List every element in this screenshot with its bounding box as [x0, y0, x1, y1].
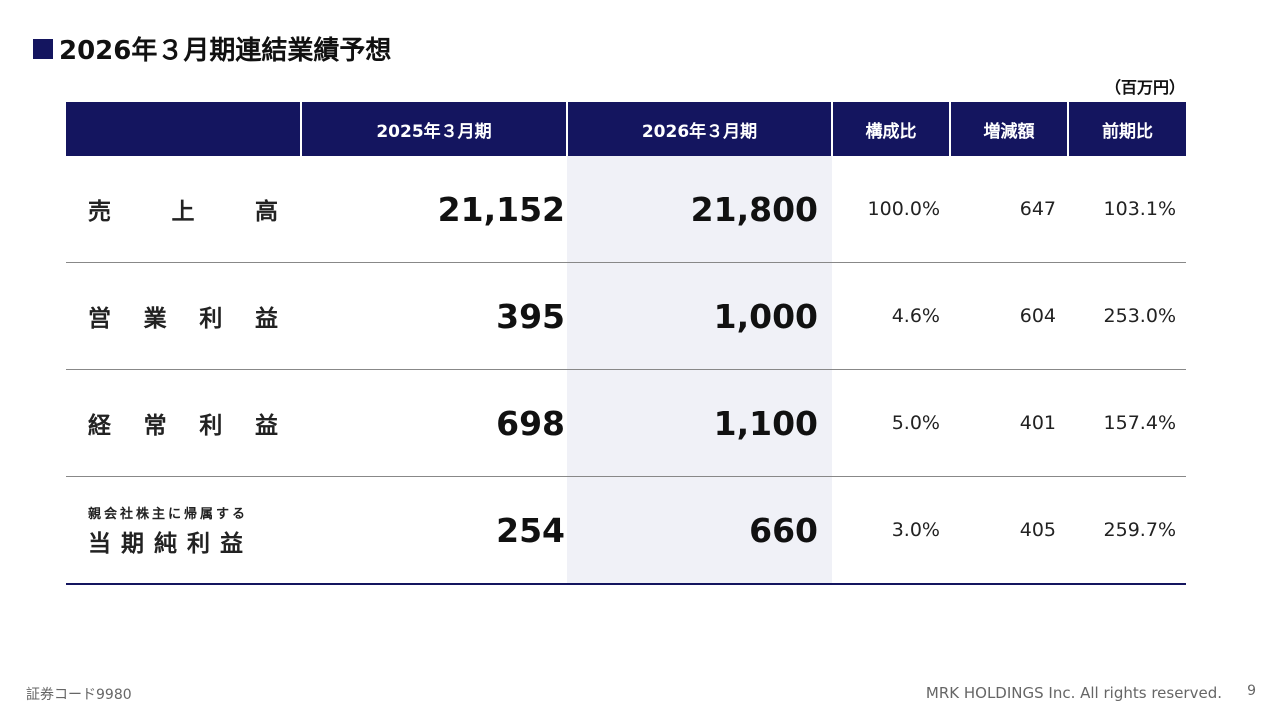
forecast-table: 2025年３月期 2026年３月期 構成比 増減額 前期比 売 上 高 21,1…: [66, 102, 1186, 585]
row-label-sub: 親会社株主に帰属する: [88, 506, 249, 522]
table-row-sales: 売 上 高 21,152 21,800 100.0% 647 103.1%: [66, 156, 1186, 263]
curr-value: 1,100: [567, 369, 832, 477]
unit-label: （百万円）: [1104, 78, 1185, 97]
row-label-sales: 売 上 高: [66, 156, 301, 263]
yoy-value: 259.7%: [1068, 476, 1186, 585]
row-label-main: 当期純利益: [88, 530, 253, 557]
ratio-value: 4.6%: [832, 262, 950, 370]
label-char: 益: [254, 306, 278, 332]
table-row-operating-income: 営 業 利 益 395 1,000 4.6% 604 253.0%: [66, 262, 1186, 370]
label-char: 利: [199, 413, 223, 439]
prev-value: 395: [301, 262, 567, 370]
yoy-value: 157.4%: [1068, 369, 1186, 477]
label-char: 経: [88, 413, 111, 439]
curr-value: 21,800: [567, 156, 832, 263]
label-char: 営: [88, 306, 111, 332]
row-label-net-income: 親会社株主に帰属する 当期純利益: [66, 476, 301, 585]
prev-value: 698: [301, 369, 567, 477]
diff-value: 401: [950, 369, 1068, 477]
diff-value: 604: [950, 262, 1068, 370]
label-char: 利: [199, 306, 223, 332]
header-cell-curr-year: 2026年３月期: [566, 102, 832, 156]
header-cell-blank: [66, 102, 301, 156]
label-char: 売: [88, 199, 111, 225]
label-char: 業: [143, 306, 167, 332]
securities-code: 証券コード9980: [26, 687, 132, 703]
label-char: 益: [254, 413, 278, 439]
page-title-text: 2026年３月期連結業績予想: [59, 36, 392, 66]
header-cell-yoy: 前期比: [1067, 102, 1186, 156]
copyright-text: MRK HOLDINGS Inc. All rights reserved.: [925, 684, 1222, 702]
diff-value: 647: [950, 156, 1068, 263]
row-label-operating-income: 営 業 利 益: [66, 262, 301, 370]
label-char: 高: [255, 199, 278, 225]
header-cell-ratio: 構成比: [831, 102, 950, 156]
row-label-ordinary-income: 経 常 利 益: [66, 369, 301, 477]
table-row-net-income: 親会社株主に帰属する 当期純利益 254 660 3.0% 405 259.7%: [66, 476, 1186, 585]
prev-value: 254: [301, 476, 567, 585]
yoy-value: 253.0%: [1068, 262, 1186, 370]
label-char: 常: [143, 413, 167, 439]
table-header-row: 2025年３月期 2026年３月期 構成比 増減額 前期比: [66, 102, 1186, 156]
ratio-value: 100.0%: [832, 156, 950, 263]
label-char: 上: [171, 199, 195, 225]
prev-value: 21,152: [301, 156, 567, 263]
title-square-icon: [33, 38, 53, 59]
table-row-ordinary-income: 経 常 利 益 698 1,100 5.0% 401 157.4%: [66, 369, 1186, 477]
ratio-value: 3.0%: [832, 476, 950, 585]
diff-value: 405: [950, 476, 1068, 585]
page-number: 9: [1247, 683, 1256, 699]
header-cell-prev-year: 2025年３月期: [300, 102, 567, 156]
page-title: 2026年３月期連結業績予想: [33, 30, 391, 67]
curr-value: 660: [567, 476, 832, 585]
curr-value: 1,000: [567, 262, 832, 370]
ratio-value: 5.0%: [832, 369, 950, 477]
header-cell-diff: 増減額: [949, 102, 1068, 156]
yoy-value: 103.1%: [1068, 156, 1186, 263]
